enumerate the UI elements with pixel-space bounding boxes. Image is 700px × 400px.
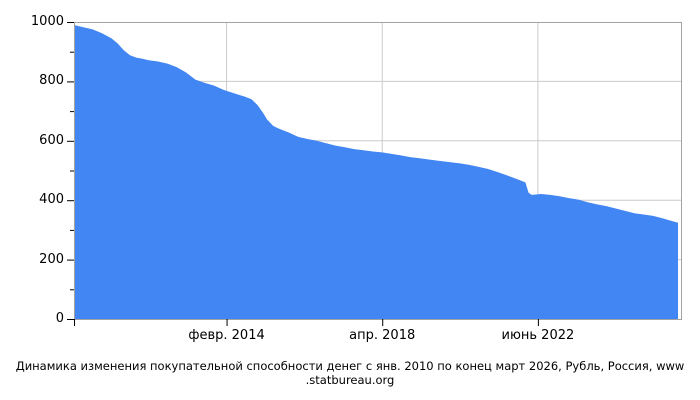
y-tick-label: 0 bbox=[55, 311, 64, 326]
y-tick-label: 1000 bbox=[30, 14, 64, 29]
y-tick-label: 200 bbox=[39, 251, 64, 267]
area-series-fill bbox=[74, 25, 678, 319]
chart-caption-line1: Динамика изменения покупательной способн… bbox=[15, 359, 685, 373]
plot-border bbox=[74, 22, 682, 320]
y-tick-label: 600 bbox=[39, 132, 64, 148]
x-tick-label: июнь 2022 bbox=[501, 328, 575, 343]
x-tick-label: апр. 2018 bbox=[349, 328, 416, 343]
x-tick-label: февр. 2014 bbox=[188, 328, 265, 343]
chart-caption-line2: .statbureau.org bbox=[305, 373, 395, 387]
y-tick-label: 800 bbox=[39, 73, 64, 89]
y-tick-label: 400 bbox=[39, 192, 64, 208]
